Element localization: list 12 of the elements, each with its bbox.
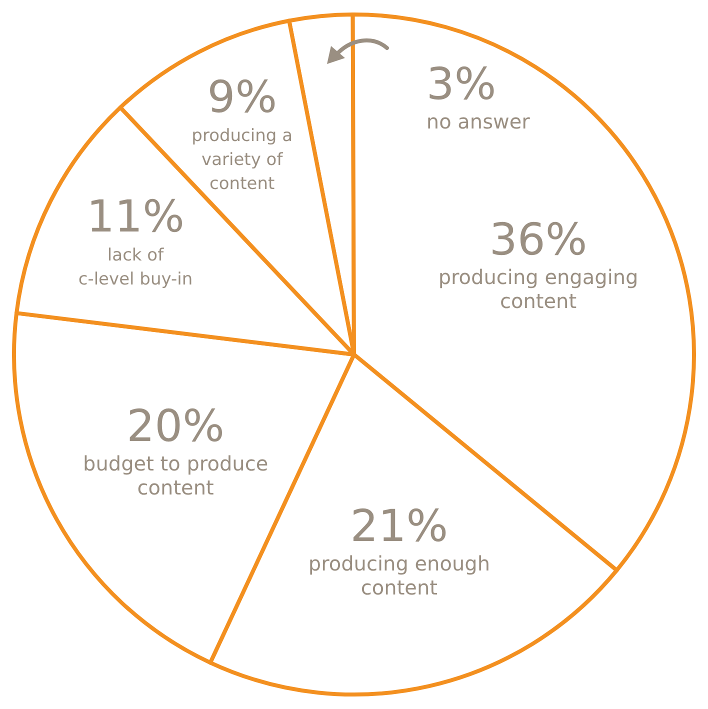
slice-label: budget to produce content (83, 452, 268, 500)
data-label: 11% (86, 192, 184, 243)
slice-label: producing a variety of content (192, 126, 293, 194)
data-label: 9% (207, 72, 278, 124)
slice-label: producing engaging content (438, 265, 638, 314)
data-label: 3% (426, 58, 496, 110)
data-label: 21% (350, 500, 448, 552)
slice-label: producing enough content (308, 552, 490, 600)
data-label: 20% (126, 400, 224, 452)
slice-label: lack of c-level buy-in (78, 246, 193, 290)
slice-label: no answer (426, 110, 531, 134)
data-label: 36% (489, 214, 588, 266)
